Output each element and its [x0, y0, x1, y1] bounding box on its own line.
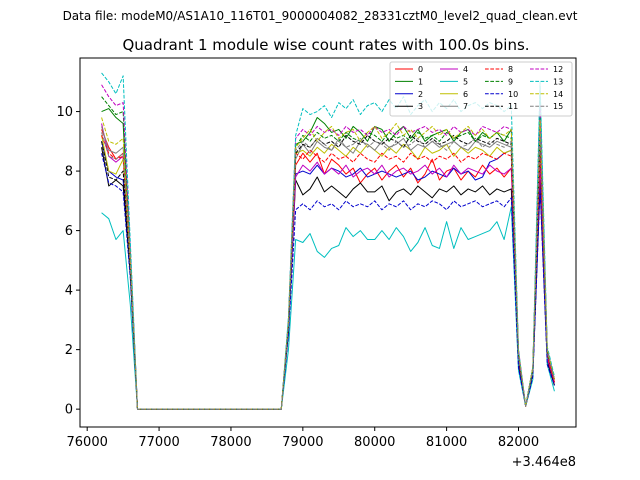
legend-label-0: 0: [418, 65, 423, 74]
series-line-15: [101, 131, 555, 410]
x-tick-label: 76000: [67, 435, 108, 450]
x-axis: 76000 77000 78000 79000 80000 81000 82000: [67, 427, 539, 450]
legend-label-12: 12: [553, 65, 563, 74]
series-line-3: [101, 147, 555, 410]
legend-label-8: 8: [508, 65, 513, 74]
axes-frame: [79, 57, 577, 428]
series-line-6: [101, 135, 555, 410]
legend-label-15: 15: [553, 102, 563, 111]
series-line-2: [101, 141, 555, 410]
chart-suptitle: Data file: modeM0/AS1A10_116T01_90000040…: [63, 9, 578, 23]
legend-label-6: 6: [463, 90, 468, 99]
y-tick-label: 2: [65, 343, 73, 358]
legend-label-5: 5: [463, 77, 468, 86]
y-tick-label: 4: [65, 284, 73, 299]
series-line-13: [101, 72, 555, 410]
series-line-12: [101, 84, 555, 410]
x-offset-label: +3.464e8: [512, 455, 576, 470]
y-tick-label: 10: [56, 105, 73, 120]
legend-label-11: 11: [508, 102, 518, 111]
legend-label-1: 1: [418, 77, 423, 86]
plot-area: [101, 72, 555, 410]
legend-label-2: 2: [418, 90, 423, 99]
chart-title: Quadrant 1 module wise count rates with …: [122, 36, 529, 54]
legend-box: [389, 61, 573, 117]
legend-label-10: 10: [508, 90, 518, 99]
legend-label-4: 4: [463, 65, 468, 74]
x-tick-label: 81000: [426, 435, 467, 450]
x-tick-label: 77000: [138, 435, 179, 450]
series-line-11: [101, 134, 555, 410]
series-line-8: [101, 135, 555, 410]
series-line-10: [101, 153, 555, 410]
y-tick-label: 0: [65, 403, 73, 418]
series-line-14: [101, 117, 555, 410]
legend-label-13: 13: [553, 77, 563, 86]
legend-label-14: 14: [553, 90, 563, 99]
legend-label-7: 7: [463, 102, 468, 111]
x-tick-label: 78000: [210, 435, 251, 450]
x-tick-label: 80000: [354, 435, 395, 450]
legend-label-3: 3: [418, 102, 423, 111]
series-line-5: [101, 87, 555, 410]
y-axis: 0 2 4 6 8 10: [56, 105, 80, 418]
legend-label-9: 9: [508, 77, 513, 86]
x-tick-label: 82000: [498, 435, 539, 450]
y-tick-label: 8: [65, 165, 73, 180]
y-tick-label: 6: [65, 224, 73, 239]
x-tick-label: 79000: [282, 435, 323, 450]
